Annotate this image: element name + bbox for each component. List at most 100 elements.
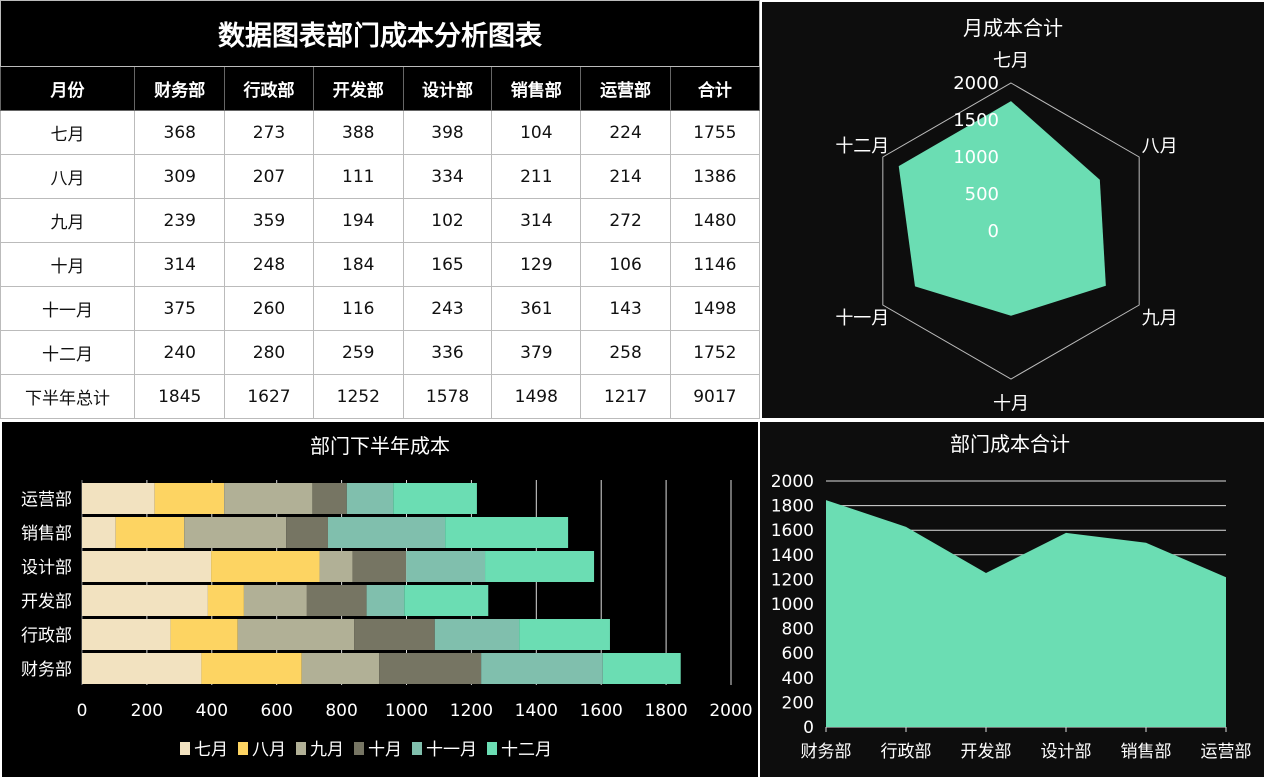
table-cell: 359 [225,199,313,243]
table-cell: 1498 [492,375,581,419]
table-cell: 十二月 [1,331,135,375]
bar-segment [208,585,244,616]
y-tick-label: 1400 [771,546,814,566]
table-cell: 224 [581,111,670,155]
table-cell: 379 [492,331,581,375]
bar-segment [244,585,307,616]
bar-segment [211,551,319,582]
y-tick-label: 财务部 [21,660,72,680]
x-tick-label: 200 [131,701,163,721]
bar-segment [435,619,519,650]
bar-segment [312,483,346,514]
table-cell: 165 [403,243,491,287]
x-tick-label: 800 [325,701,357,721]
bar-segment [406,551,485,582]
radar-tick-label: 2000 [953,73,999,94]
bar-segment [481,653,603,684]
radar-axis-label: 七月 [993,50,1029,71]
column-header: 月份 [1,67,135,111]
table-cell: 116 [313,287,403,331]
radar-tick-label: 1000 [953,147,999,168]
bar-segment [445,517,568,548]
table-cell: 194 [313,199,403,243]
table-cell: 1146 [670,243,759,287]
table-cell: 1752 [670,331,759,375]
table-cell: 309 [135,155,225,199]
table-cell: 273 [225,111,313,155]
bar-segment [82,517,116,548]
bar-segment [519,619,610,650]
column-header: 行政部 [225,67,313,111]
table-cell: 239 [135,199,225,243]
column-header: 合计 [670,67,759,111]
column-header: 开发部 [313,67,403,111]
table-cell: 102 [403,199,491,243]
bar-segment [404,585,488,616]
table-cell: 375 [135,287,225,331]
table-cell: 260 [225,287,313,331]
x-tick-label: 1400 [515,701,558,721]
table-cell: 1845 [135,375,225,419]
bar-segment [116,517,184,548]
table-cell: 下半年总计 [1,375,135,419]
radar-axis-label: 八月 [1142,136,1178,157]
column-header: 设计部 [403,67,491,111]
y-tick-label: 2000 [771,472,814,492]
table-cell: 八月 [1,155,135,199]
y-tick-label: 600 [782,644,814,664]
legend-swatch [487,742,497,755]
y-tick-label: 1000 [771,595,814,615]
legend-label: 八月 [252,740,286,760]
y-tick-label: 行政部 [21,626,72,646]
column-header: 运营部 [581,67,670,111]
legend-label: 九月 [310,740,344,760]
column-header: 财务部 [135,67,225,111]
table-cell: 十月 [1,243,135,287]
bar-segment [307,585,367,616]
table-cell: 398 [403,111,491,155]
table-cell: 243 [403,287,491,331]
bar-segment [82,551,211,582]
bar-segment [82,653,201,684]
legend-label: 十二月 [501,740,552,760]
table-title: 数据图表部门成本分析图表 [1,1,760,67]
table-cell: 1627 [225,375,313,419]
table-cell: 258 [581,331,670,375]
table-cell: 334 [403,155,491,199]
bar-segment [367,585,405,616]
x-tick-label: 1600 [580,701,623,721]
y-tick-label: 0 [803,718,814,738]
x-tick-label: 600 [260,701,292,721]
table-cell: 1252 [313,375,403,419]
table-cell: 259 [313,331,403,375]
x-tick-label: 1000 [385,701,428,721]
table-cell: 七月 [1,111,135,155]
x-tick-label: 1200 [450,701,493,721]
y-tick-label: 200 [782,693,814,713]
table-cell: 368 [135,111,225,155]
bar-segment [201,653,301,684]
legend-swatch [354,742,364,755]
radar-axis-label: 十二月 [835,136,889,157]
table-cell: 111 [313,155,403,199]
legend-label: 十一月 [426,740,477,760]
table-cell: 十一月 [1,287,135,331]
x-tick-label: 0 [77,701,88,721]
bar-segment [82,619,171,650]
radar-tick-label: 500 [965,184,999,205]
y-tick-label: 销售部 [21,524,72,544]
table-cell: 248 [225,243,313,287]
table-cell: 9017 [670,375,759,419]
table-cell: 1755 [670,111,759,155]
table-cell: 1480 [670,199,759,243]
table-cell: 211 [492,155,581,199]
table-cell: 207 [225,155,313,199]
y-tick-label: 1600 [771,521,814,541]
